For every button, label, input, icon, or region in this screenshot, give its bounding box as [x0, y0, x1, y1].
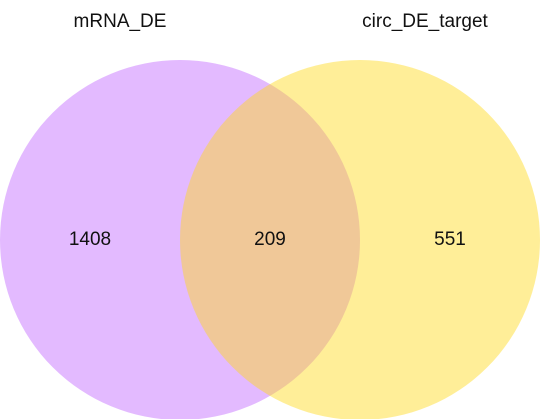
set-label: circ_DE_target	[362, 11, 488, 32]
region-count: 1408	[69, 229, 111, 250]
set-label: mRNA_DE	[74, 11, 167, 32]
region-count: 551	[434, 229, 466, 250]
region-count: 209	[254, 229, 286, 250]
set-circle	[180, 60, 540, 419]
set-circle	[0, 60, 360, 419]
